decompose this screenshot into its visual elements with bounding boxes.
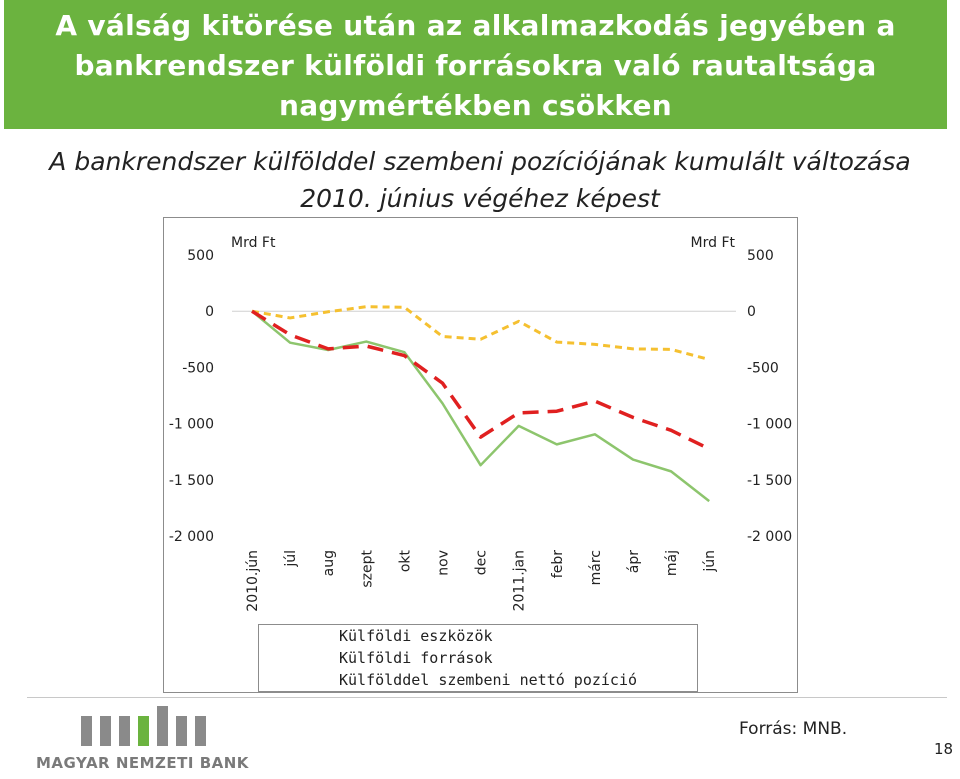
legend-label-liabilities: Külföldi források xyxy=(339,649,493,667)
y-tick-label-left: -1 000 xyxy=(169,417,214,433)
y-tick-label-right: -2 000 xyxy=(747,529,792,545)
left-axis-unit: Mrd Ft xyxy=(231,235,276,251)
page-number: 18 xyxy=(934,740,954,758)
legend-item-liabilities: Külföldi források xyxy=(339,647,493,669)
x-tick-label: 2010.jún xyxy=(245,550,261,612)
title-line-1: A válság kitörése után az alkalmazkodás … xyxy=(55,9,896,42)
chart-frame: 500 500 0 0 -500 -500 -1 000 -1 000 -1 500 -1 500… xyxy=(163,217,798,693)
legend-label-assets: Külföldi eszközök xyxy=(339,627,493,645)
logo-bars-icon xyxy=(81,706,206,746)
legend: Külföldi eszközök Külföldi források Külf… xyxy=(258,624,698,692)
subtitle-line-2: 2010. június végéhez képest xyxy=(300,184,660,213)
title-line-2: bankrendszer külföldi forrásokra való ra… xyxy=(74,49,877,82)
y-tick-label-left: 0 xyxy=(205,304,214,320)
y-tick-label-right: -1 000 xyxy=(747,417,792,433)
x-tick-label: okt xyxy=(397,549,413,572)
y-tick-label-right: -1 500 xyxy=(747,473,792,489)
y-tick-label-right: -500 xyxy=(747,360,779,376)
y-tick-label-left: -2 000 xyxy=(169,529,214,545)
x-tick-label: dec xyxy=(474,550,490,575)
source-note: Forrás: MNB. xyxy=(739,719,848,739)
logo-text: MAGYAR NEMZETI BANK xyxy=(36,754,249,772)
x-tick-label: febr xyxy=(550,550,566,578)
y-tick-label-right: 500 xyxy=(747,248,774,264)
x-tick-label: júl xyxy=(283,550,299,568)
chart-subtitle: A bankrendszer külfölddel szembeni pozíc… xyxy=(0,143,960,217)
right-axis-unit: Mrd Ft xyxy=(691,235,736,251)
x-tick-label: szept xyxy=(359,549,375,587)
x-tick-label: nov xyxy=(436,550,452,576)
y-tick-label-right: 0 xyxy=(747,304,756,320)
x-tick-label: máj xyxy=(664,550,680,576)
mnb-logo: MAGYAR NEMZETI BANK xyxy=(28,700,268,779)
footer-divider xyxy=(27,697,947,698)
y-tick-label-left: 500 xyxy=(187,248,214,264)
y-tick-label-left: -1 500 xyxy=(169,473,214,489)
x-tick-label: 2011.jan xyxy=(512,550,528,611)
line-chart: 500 500 0 0 -500 -500 -1 000 -1 000 -1 500 -1 500… xyxy=(169,235,792,612)
x-tick-label: ápr xyxy=(626,550,642,573)
x-tick-label: márc xyxy=(588,550,604,585)
legend-label-net: Külfölddel szembeni nettó pozíció xyxy=(339,671,638,689)
series-line-0 xyxy=(251,305,710,361)
title-banner: A válság kitörése után az alkalmazkodás … xyxy=(4,0,947,129)
legend-item-assets: Külföldi eszközök xyxy=(339,625,493,647)
series-line-2 xyxy=(251,309,710,451)
subtitle-line-1: A bankrendszer külfölddel szembeni pozíc… xyxy=(49,147,911,176)
x-tick-label: jún xyxy=(702,550,718,573)
x-tick-label: aug xyxy=(321,550,337,576)
y-tick-label-left: -500 xyxy=(182,360,214,376)
title-line-3: nagymértékben csökken xyxy=(278,89,673,122)
legend-item-net: Külfölddel szembeni nettó pozíció xyxy=(339,669,637,691)
